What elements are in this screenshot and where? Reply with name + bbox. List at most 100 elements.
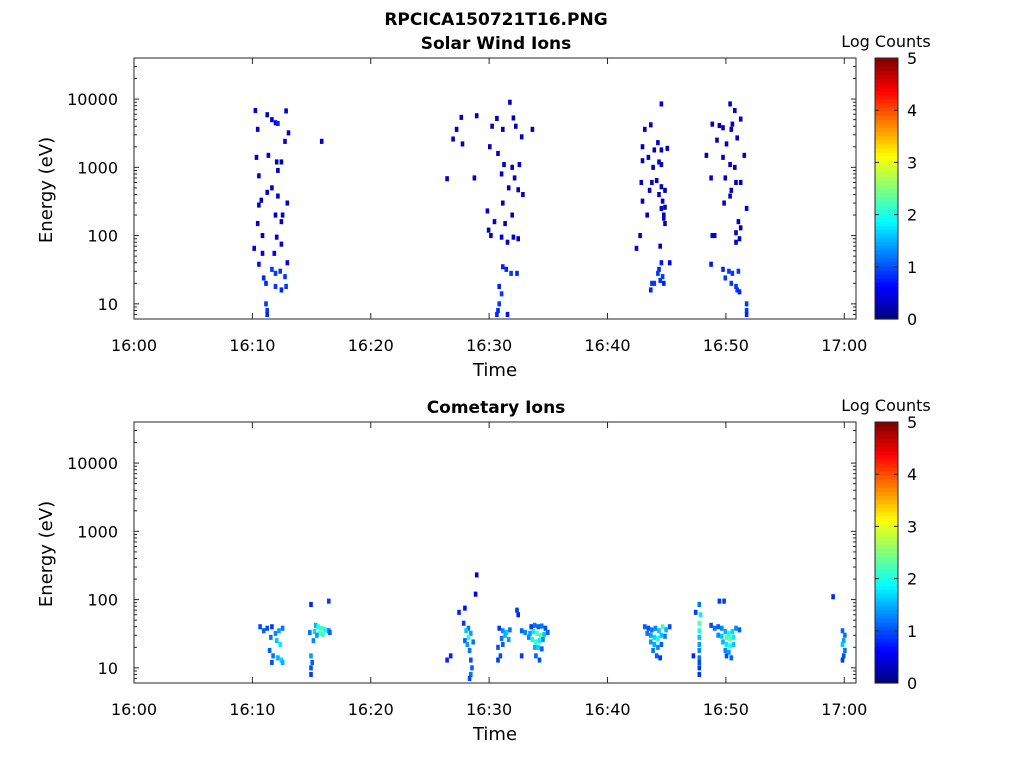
spectrogram-cell — [501, 641, 505, 647]
spectrogram-cell — [469, 630, 473, 636]
spectrogram-cell — [445, 176, 449, 182]
colorbar-segment — [875, 143, 898, 149]
colorbar-segment — [875, 74, 898, 79]
spectrogram-cell — [650, 280, 654, 286]
spectrogram-cell — [515, 607, 519, 613]
spectrogram-cell — [252, 245, 256, 251]
colorbar-segment — [875, 86, 898, 92]
spectrogram-cell — [505, 239, 510, 245]
spectrogram-cell — [276, 167, 280, 173]
spectrogram-cell — [663, 221, 667, 227]
spectrogram-cell — [253, 108, 258, 114]
spectrogram-cell — [527, 634, 531, 640]
colorbar-segment — [875, 613, 898, 619]
colorbar-tick-label: 5 — [907, 413, 917, 432]
y-tick-label: 100 — [87, 591, 118, 610]
spectrogram-cell — [504, 629, 509, 635]
spectrogram-cell — [721, 266, 725, 272]
spectrogram-cell — [662, 215, 666, 221]
spectrogram-cell — [273, 270, 278, 276]
spectrogram-cell — [466, 625, 471, 631]
spectrogram-cell — [260, 250, 265, 256]
colorbar-segment — [875, 184, 898, 190]
colorbar-segment — [875, 147, 898, 153]
spectrogram-cell — [738, 179, 743, 185]
spectrogram-cell — [501, 628, 505, 634]
spectrogram-cell — [516, 187, 520, 193]
spectrogram-cell — [469, 657, 473, 663]
colorbar-segment — [875, 282, 898, 287]
spectrogram-cell — [471, 639, 475, 645]
spectrogram-cell — [280, 625, 285, 631]
spectrogram-cell — [717, 123, 722, 129]
spectrogram-cell — [656, 635, 660, 641]
x-tick-label: 16:50 — [703, 336, 749, 355]
spectrogram-cell — [540, 646, 544, 652]
spectrogram-cell — [658, 655, 662, 661]
spectrogram-cell — [499, 171, 504, 177]
spectrogram-cell — [723, 175, 728, 181]
colorbar-segment — [875, 593, 898, 598]
spectrogram-cell — [469, 671, 473, 677]
spectrogram-cell — [663, 187, 667, 193]
spectrogram-cell — [313, 622, 318, 628]
spectrogram-cell — [724, 634, 729, 640]
spectrogram-cell — [489, 233, 493, 239]
spectrogram-cell — [534, 639, 538, 645]
spectrogram-cell — [284, 108, 288, 114]
spectrogram-cell — [501, 200, 505, 206]
panel-title: Solar Wind Ions — [421, 34, 572, 54]
spectrogram-cell — [472, 175, 477, 181]
colorbar-segment — [875, 139, 898, 145]
colorbar-segment — [875, 422, 898, 427]
spectrogram-cell — [465, 641, 470, 647]
spectrogram-cell — [840, 641, 845, 647]
colorbar-segment — [875, 188, 898, 194]
spectrogram-cell — [457, 609, 461, 615]
spectrogram-cell — [261, 628, 266, 634]
colorbar-segment — [875, 225, 898, 230]
spectrogram-cell — [730, 629, 735, 635]
spectrogram-cell — [662, 212, 666, 218]
colorbar-tick-label: 2 — [907, 206, 917, 225]
colorbar-tick-label: 1 — [907, 622, 917, 641]
spectrogram-cell — [640, 144, 645, 150]
colorbar-segment — [875, 511, 898, 517]
spectrogram-cell — [463, 638, 467, 644]
spectrogram-cell — [279, 159, 284, 165]
y-tick-label: 1000 — [77, 522, 118, 541]
spectrogram-cell — [492, 219, 497, 225]
x-axis: 16:00 16:10 16:20 16:30 16:40 16:50 17:00 — [111, 58, 867, 355]
spectrogram-cell — [473, 591, 478, 597]
colorbar-segment — [875, 650, 898, 656]
spectrogram-cell — [656, 140, 660, 146]
spectrogram-cell — [649, 639, 653, 645]
colorbar-segment — [875, 479, 898, 484]
spectrogram-cell — [660, 624, 665, 630]
spectrogram-cell — [542, 631, 546, 637]
colorbar-label: Log Counts — [841, 396, 931, 415]
spectrogram-cell — [519, 134, 524, 140]
spectrogram-cell — [463, 605, 467, 611]
plot-background — [134, 422, 856, 683]
spectrogram-cell — [652, 641, 657, 647]
spectrogram-cell — [255, 221, 260, 227]
spectrogram-cell — [285, 260, 290, 266]
spectrogram-cell — [519, 653, 524, 659]
colorbar-segment — [875, 102, 898, 108]
colorbar-segment — [875, 601, 898, 607]
y-axis-label: Energy (eV) — [36, 501, 57, 607]
spectrogram-cell — [510, 212, 514, 218]
spectrogram-cell — [260, 233, 265, 239]
spectrogram-cell — [534, 653, 538, 659]
spectrogram-cell — [664, 627, 668, 633]
spectrogram-cell — [698, 612, 703, 618]
spectrogram-cell — [744, 311, 749, 317]
spectrogram-cell — [659, 632, 664, 638]
colorbar-segment — [875, 241, 898, 247]
spectrogram-cell — [734, 230, 738, 236]
spectrogram-cell — [722, 598, 726, 604]
spectrogram-cell — [269, 634, 273, 640]
colorbar-segment — [875, 654, 898, 660]
colorbar-segment — [875, 560, 898, 566]
